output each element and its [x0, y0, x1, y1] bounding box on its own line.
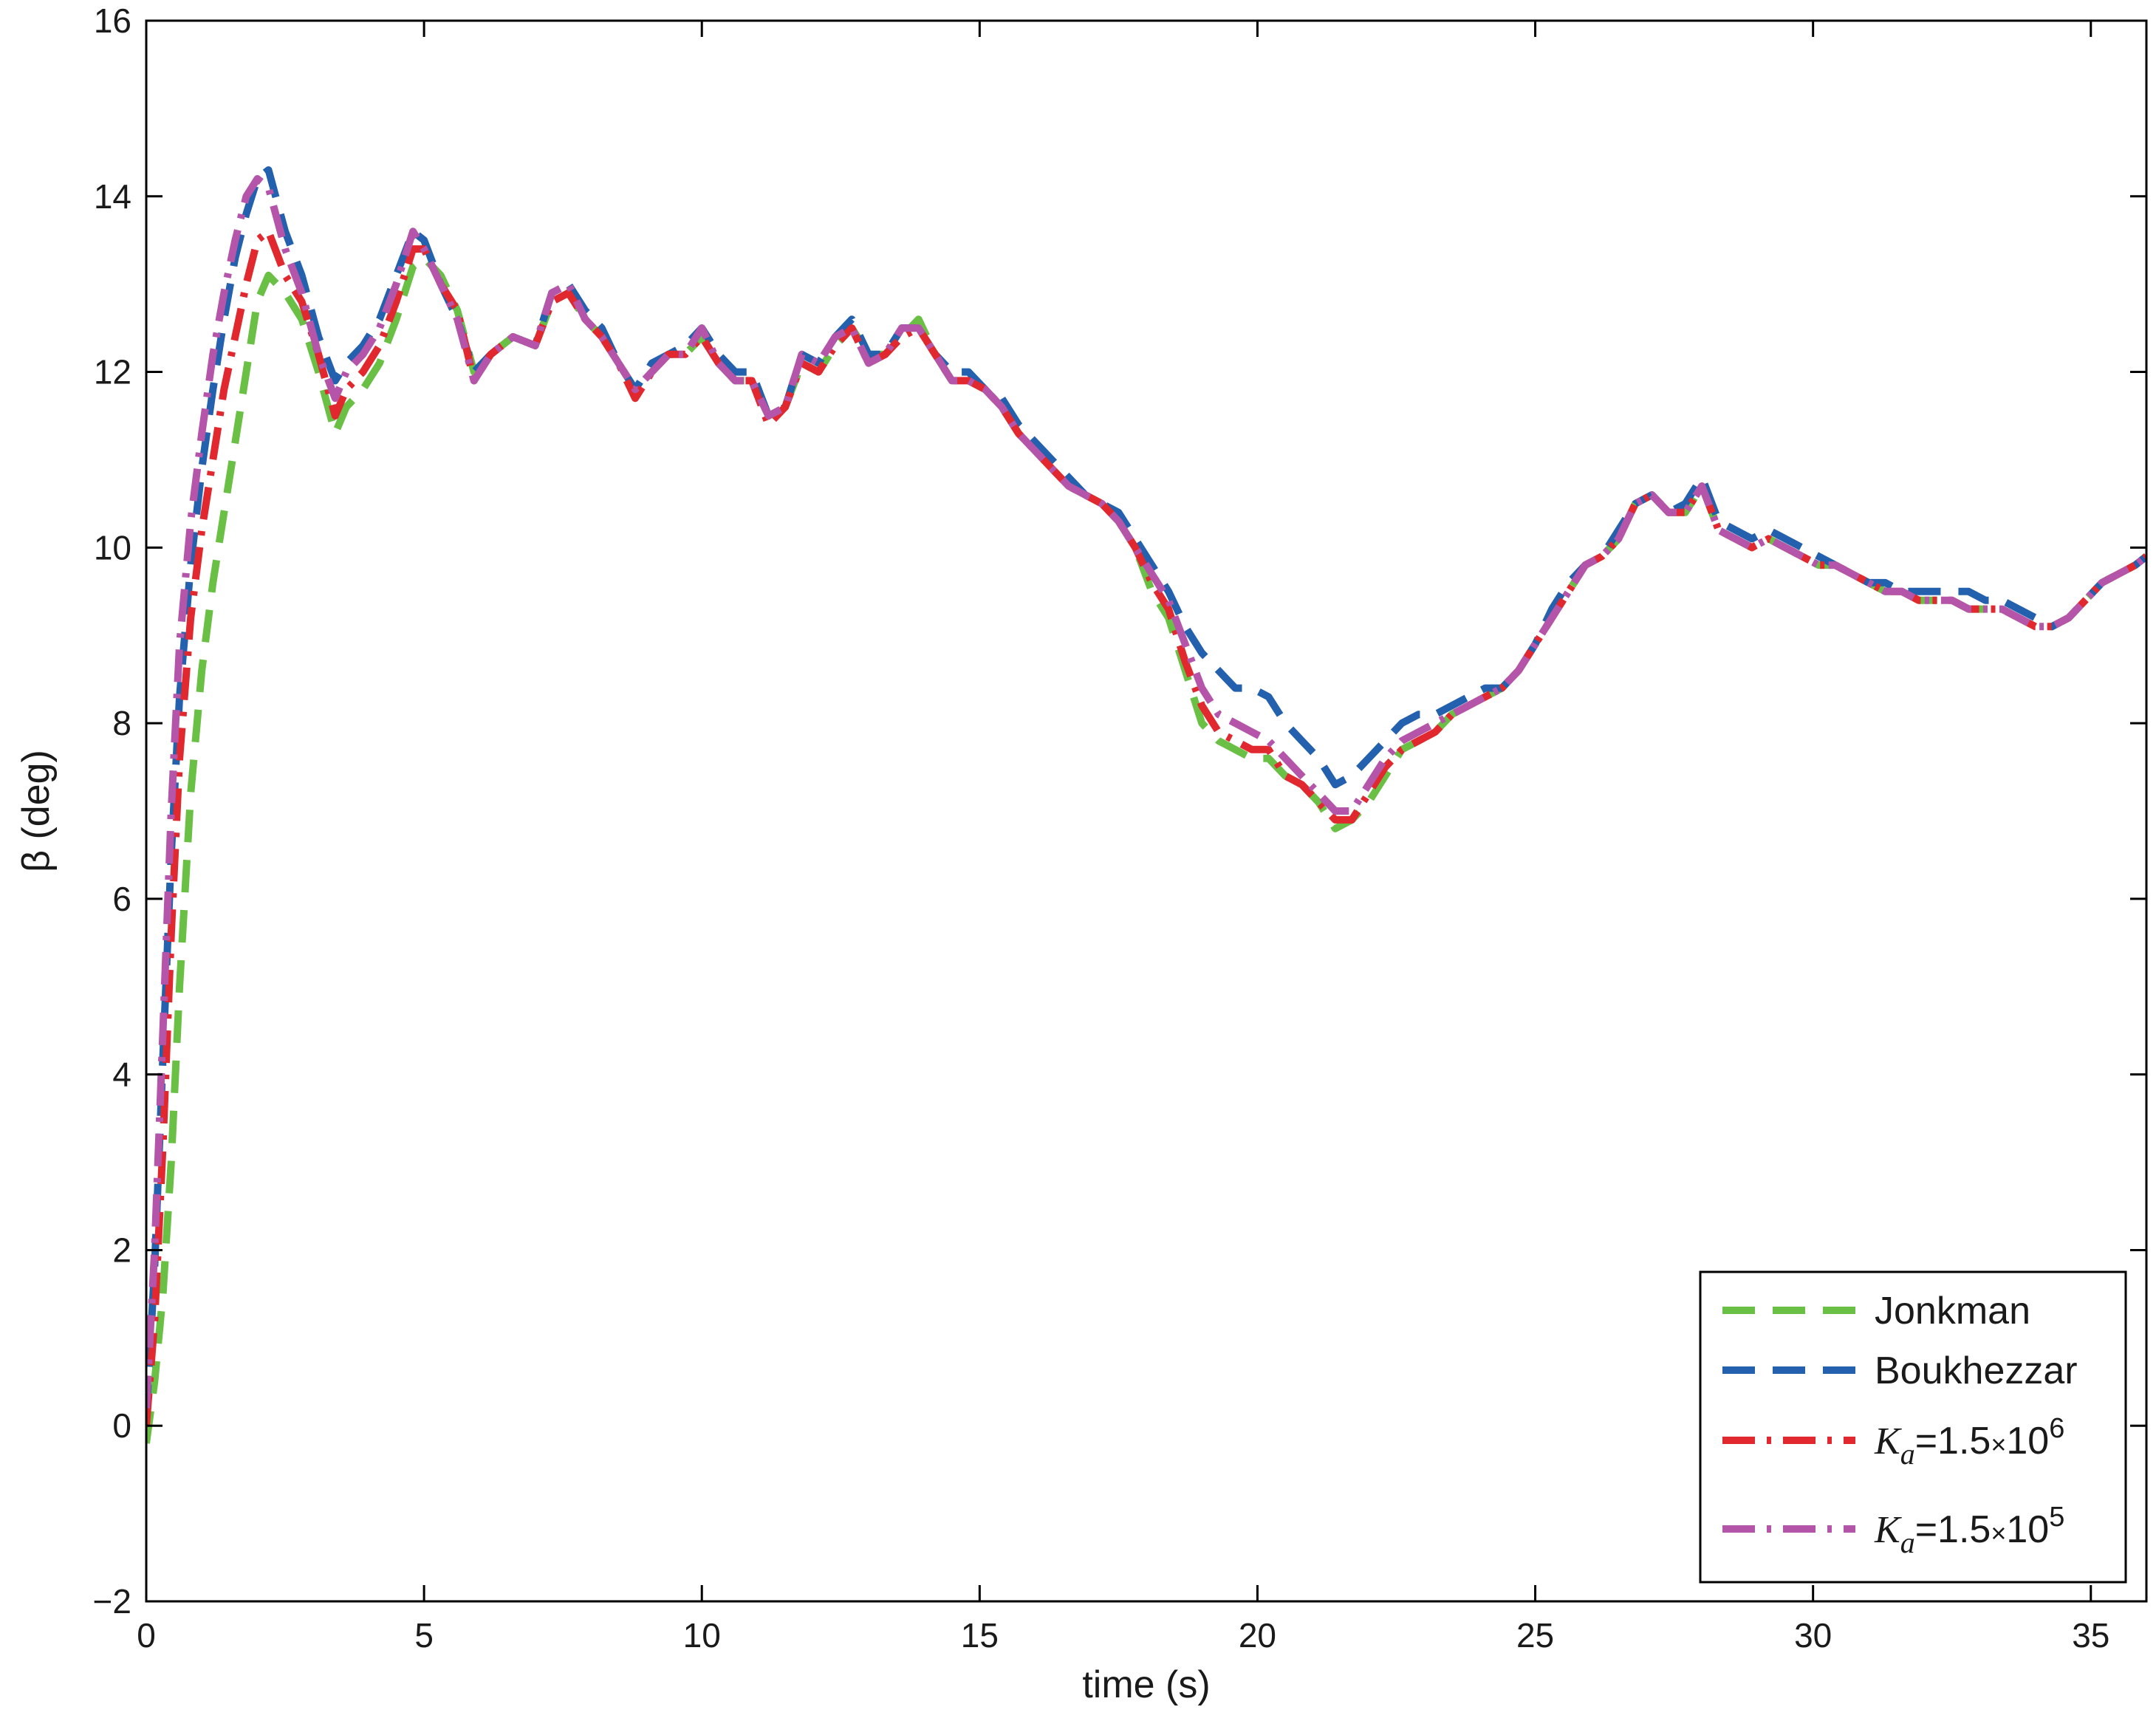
legend-ka-1e5-sub: a: [1900, 1526, 1915, 1559]
legend-ka-1e5-mid: =1.5: [1915, 1508, 1991, 1551]
legend-ka-1e5-times: ×: [1991, 1518, 2006, 1548]
legend-ka-1e6-mid: =1.5: [1915, 1420, 1991, 1462]
legend-ka-1e6-ten: 10: [2006, 1420, 2049, 1462]
y-tick-label: −2: [93, 1582, 131, 1621]
y-tick-label: 12: [94, 353, 131, 391]
y-tick-label: 8: [112, 704, 131, 742]
y-tick-label: 6: [112, 880, 131, 918]
legend-ka-1e5-exp: 5: [2049, 1502, 2064, 1533]
y-axis-label: β (deg): [15, 750, 58, 872]
legend-label-jonkman: Jonkman: [1875, 1290, 2030, 1332]
legend: Jonkman Boukhezzar Ka=1.5×106 Ka=1.5×105: [1699, 1270, 2127, 1584]
legend-ka-1e6-base: K: [1874, 1420, 1902, 1462]
legend-ka-1e5-base: K: [1874, 1509, 1902, 1551]
x-tick-label: 15: [961, 1616, 999, 1655]
y-tick-label: 0: [112, 1406, 131, 1445]
series-line-ka-1e6: [146, 227, 2146, 1426]
series-line-jonkman: [146, 254, 2146, 1444]
legend-label-boukhezzar: Boukhezzar: [1875, 1349, 2078, 1392]
legend-ka-1e6-exp: 6: [2049, 1413, 2064, 1444]
legend-label-ka-1e5: Ka=1.5×105: [1874, 1502, 2064, 1559]
y-tick-label: 2: [112, 1231, 131, 1269]
x-tick-label: 25: [1516, 1616, 1554, 1655]
x-tick-label: 10: [683, 1616, 721, 1655]
legend-ka-1e5-ten: 10: [2006, 1508, 2049, 1551]
legend-ka-1e6-times: ×: [1991, 1429, 2006, 1460]
y-tick-label: 4: [112, 1055, 131, 1094]
legend-label-ka-1e6: Ka=1.5×106: [1874, 1413, 2064, 1471]
x-tick-label: 30: [1794, 1616, 1832, 1655]
y-tick-label: 16: [94, 1, 131, 40]
y-tick-label: 10: [94, 528, 131, 567]
series-layer: [146, 166, 2146, 1444]
x-axis-label: time (s): [1082, 1663, 1210, 1706]
x-tick-label: 35: [2072, 1616, 2109, 1655]
y-tick-label: 14: [94, 177, 131, 216]
series-line-ka-1e5: [146, 175, 2146, 1409]
x-tick-label: 5: [414, 1616, 434, 1655]
axes-box: [145, 19, 2148, 1603]
x-tick-label: 20: [1239, 1616, 1276, 1655]
legend-ka-1e6-sub: a: [1900, 1437, 1915, 1471]
x-tick-label: 0: [137, 1616, 156, 1655]
